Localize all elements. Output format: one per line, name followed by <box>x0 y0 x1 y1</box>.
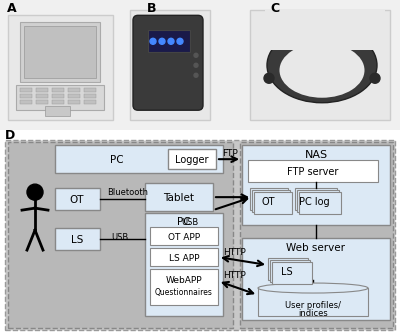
Text: FTP server: FTP server <box>287 167 339 177</box>
Bar <box>272 262 312 284</box>
Bar <box>24 26 96 78</box>
Bar <box>265 10 385 50</box>
Circle shape <box>194 63 198 67</box>
Bar <box>68 88 80 92</box>
Circle shape <box>159 38 165 44</box>
Bar <box>16 85 104 110</box>
Bar <box>168 149 216 169</box>
FancyBboxPatch shape <box>5 140 395 330</box>
Text: LS APP: LS APP <box>169 254 199 263</box>
Text: D: D <box>5 129 15 142</box>
Bar <box>55 188 100 210</box>
Ellipse shape <box>267 28 377 103</box>
Bar <box>248 160 378 182</box>
Ellipse shape <box>280 43 364 98</box>
Text: User profiles/: User profiles/ <box>285 300 341 309</box>
Bar <box>20 88 32 92</box>
Text: Tablet: Tablet <box>164 193 194 203</box>
Bar <box>258 288 368 316</box>
Text: USB: USB <box>111 233 129 242</box>
Bar <box>130 10 210 120</box>
Bar <box>36 100 48 104</box>
Bar <box>299 192 341 214</box>
Text: HTTP: HTTP <box>224 248 246 257</box>
Text: PC log: PC log <box>299 197 329 207</box>
Bar <box>36 88 48 92</box>
Text: LS: LS <box>71 235 83 245</box>
Bar <box>145 213 223 316</box>
Bar <box>45 106 70 116</box>
Bar <box>84 100 96 104</box>
Text: LS: LS <box>281 267 293 277</box>
Circle shape <box>370 73 380 83</box>
Text: FTP: FTP <box>222 149 238 158</box>
Bar <box>250 10 390 120</box>
Bar <box>55 228 100 250</box>
Bar <box>268 258 308 280</box>
Text: USB: USB <box>181 217 199 227</box>
Text: Web server: Web server <box>286 243 346 253</box>
Text: NAS: NAS <box>304 150 328 160</box>
Circle shape <box>168 38 174 44</box>
Bar <box>20 22 100 82</box>
Bar <box>148 30 190 52</box>
Circle shape <box>264 73 274 83</box>
Bar <box>254 192 292 214</box>
Bar <box>84 88 96 92</box>
FancyBboxPatch shape <box>133 15 203 110</box>
Ellipse shape <box>258 283 368 293</box>
Bar <box>150 248 218 266</box>
Bar <box>52 100 64 104</box>
Bar <box>20 94 32 98</box>
Bar <box>55 145 223 173</box>
Text: PC: PC <box>110 155 124 165</box>
Bar <box>242 145 390 225</box>
Circle shape <box>27 184 43 200</box>
FancyBboxPatch shape <box>240 142 393 328</box>
Text: HTTP: HTTP <box>224 271 246 280</box>
Bar <box>52 88 64 92</box>
Bar <box>242 238 390 320</box>
Text: Logger: Logger <box>175 155 209 165</box>
Bar <box>295 188 337 210</box>
Bar <box>0 0 400 130</box>
Circle shape <box>150 38 156 44</box>
Bar <box>68 100 80 104</box>
Bar <box>150 227 218 245</box>
Text: Questionnaires: Questionnaires <box>155 288 213 296</box>
Text: indices: indices <box>298 308 328 317</box>
Bar <box>297 190 339 212</box>
Bar <box>8 15 113 120</box>
Text: A: A <box>7 2 17 15</box>
Text: PC: PC <box>177 217 191 227</box>
Bar <box>68 94 80 98</box>
Bar <box>20 100 32 104</box>
Bar <box>36 94 48 98</box>
Bar <box>52 94 64 98</box>
Bar <box>250 188 288 210</box>
Circle shape <box>194 73 198 77</box>
Bar <box>84 94 96 98</box>
Bar <box>150 269 218 305</box>
Circle shape <box>194 53 198 57</box>
FancyBboxPatch shape <box>8 142 233 328</box>
Text: OT APP: OT APP <box>168 233 200 242</box>
Circle shape <box>177 38 183 44</box>
Bar <box>252 190 290 212</box>
Bar <box>145 183 213 211</box>
Text: OT: OT <box>261 197 275 207</box>
Text: B: B <box>147 2 157 15</box>
Text: C: C <box>270 2 280 15</box>
Text: Bluetooth: Bluetooth <box>108 188 148 197</box>
Text: WebAPP: WebAPP <box>166 276 202 285</box>
Text: OT: OT <box>70 195 84 205</box>
Bar <box>270 260 310 282</box>
